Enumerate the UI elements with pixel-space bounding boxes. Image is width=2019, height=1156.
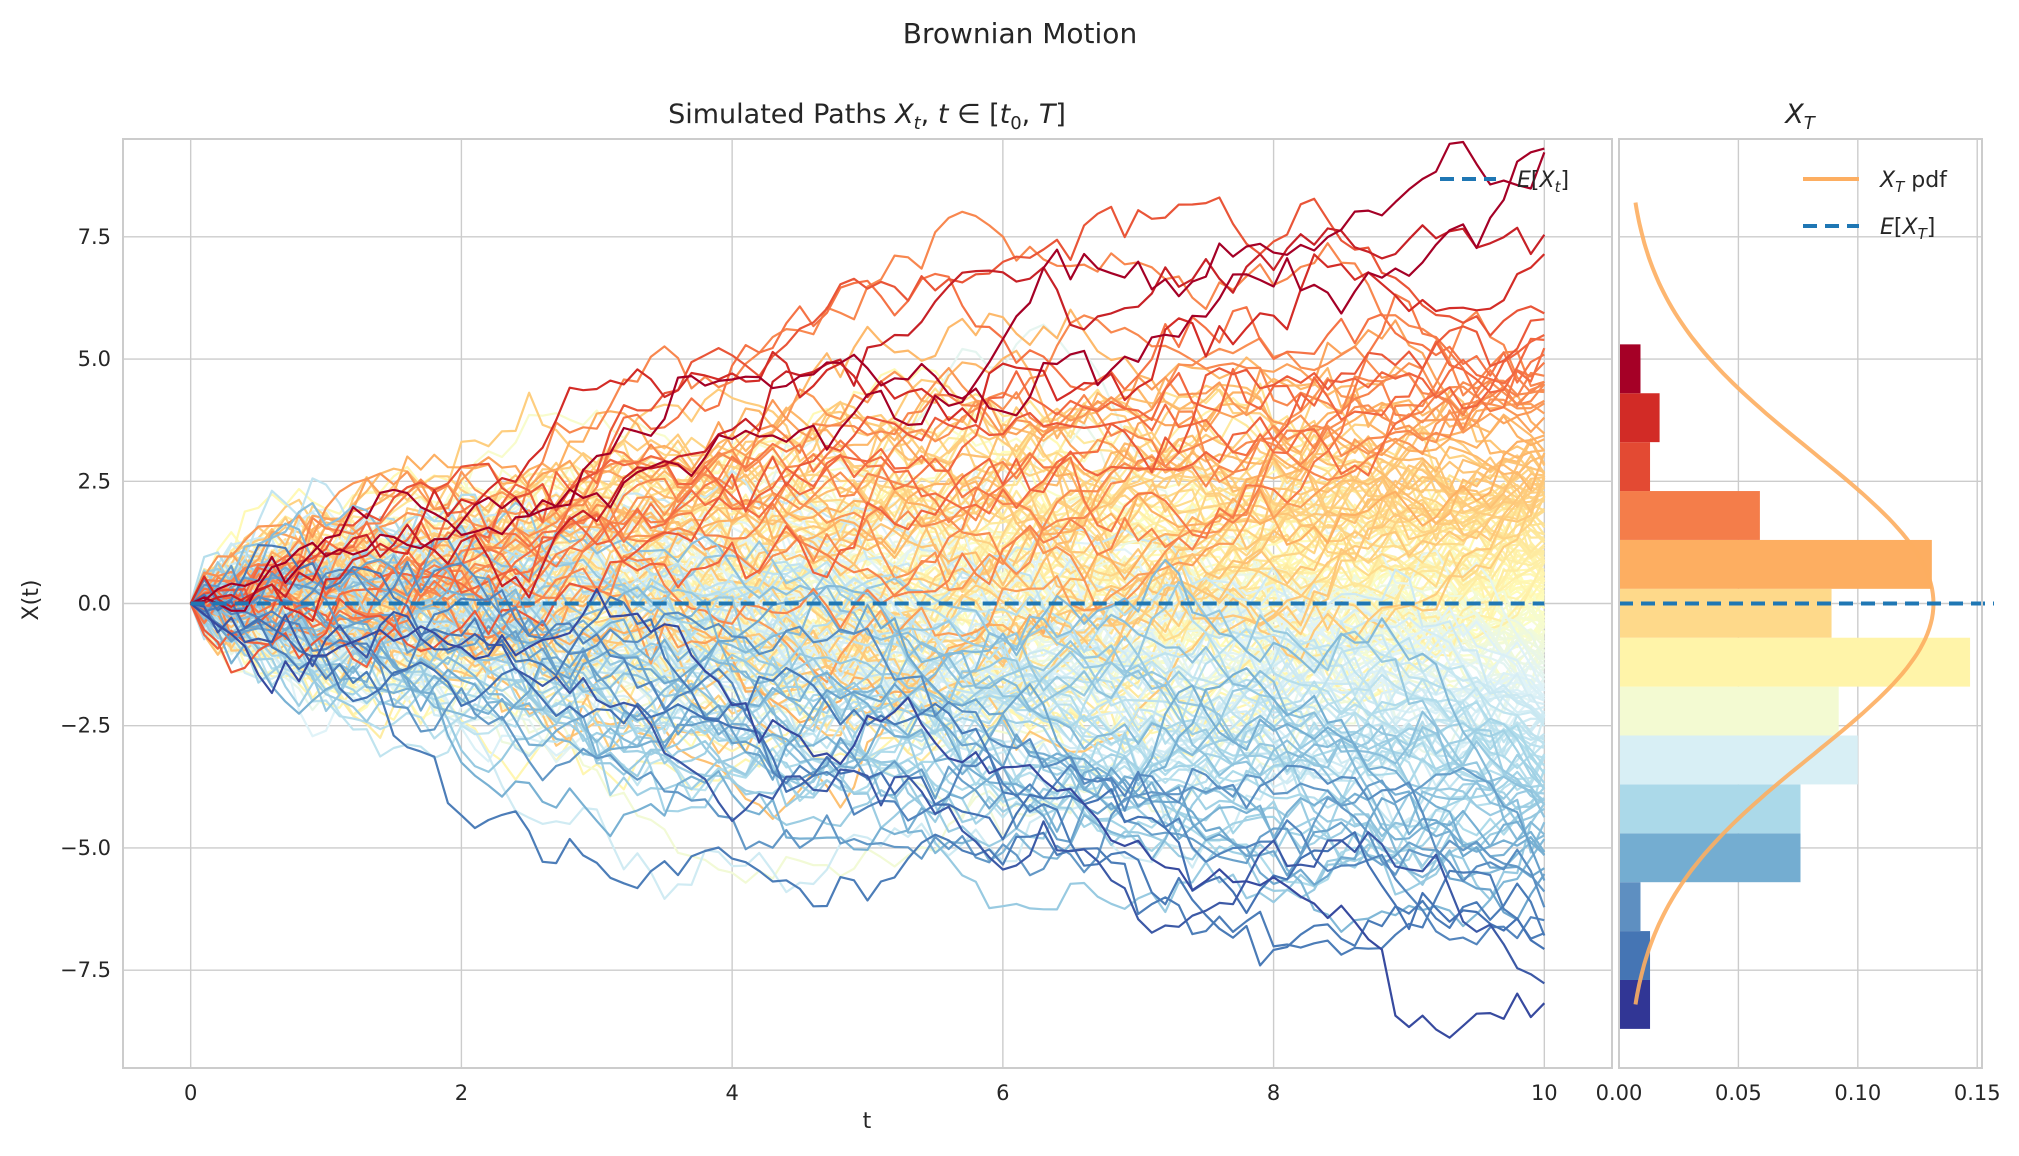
histogram-bar [1619, 833, 1801, 883]
simulated-path [190, 559, 1545, 896]
simulated-path [189, 272, 1545, 607]
simulated-path [190, 431, 1546, 620]
y-tick-label: 7.5 [78, 225, 111, 249]
paths-plot-frame [122, 138, 1613, 1069]
simulated-path [190, 476, 1545, 680]
simulated-path [190, 602, 1545, 985]
histogram-bar [1619, 979, 1651, 1029]
y-tick-label: 5.0 [78, 347, 111, 371]
histogram-bar [1619, 491, 1760, 540]
simulated-path [190, 379, 1545, 611]
x-tick-label: 8 [1267, 1081, 1280, 1105]
x-tick-label: 6 [996, 1081, 1009, 1105]
histogram-bar [1619, 539, 1932, 589]
simulated-path [190, 591, 1545, 886]
simulated-path [190, 602, 1545, 956]
paths-panel: Simulated Paths Xt, t ∈ [t0, T] 0 2 4 6 8 10 … [19, 99, 1613, 1134]
simulated-path [190, 529, 1545, 759]
y-tick-labels: −7.5 −5.0 −2.5 0.0 2.5 5.0 7.5 [60, 225, 111, 982]
histogram-panel-title: XT [1783, 99, 1817, 134]
y-tick-label: −2.5 [60, 714, 111, 738]
y-tick-label: 2.5 [78, 469, 111, 493]
x-tick-labels: 0 2 4 6 8 10 [184, 1081, 1558, 1105]
legend-terminal-mean-label: E[XT] [1880, 215, 1935, 243]
simulated-path [189, 253, 1546, 623]
simulated-paths [189, 140, 1546, 1039]
paths-legend: E[Xt] [1440, 168, 1569, 196]
histogram-bar [1619, 686, 1839, 736]
simulated-path [189, 577, 1545, 946]
histogram-bar [1619, 393, 1660, 443]
simulated-path [190, 196, 1545, 625]
simulated-path [190, 596, 1546, 854]
paths-panel-title: Simulated Paths Xt, t ∈ [t0, T] [668, 99, 1066, 134]
hist-x-tick-label: 0.00 [1596, 1081, 1643, 1105]
simulated-path [189, 560, 1546, 908]
x-axis-label: t [863, 1109, 872, 1134]
x-tick-label: 2 [455, 1081, 468, 1105]
simulated-path [189, 377, 1545, 625]
y-tick-label: −5.0 [60, 836, 111, 860]
y-tick-label: −7.5 [60, 958, 111, 982]
histogram-bar [1619, 637, 1971, 687]
histogram-bar [1619, 442, 1651, 492]
legend-pdf-label: XT pdf [1879, 168, 1948, 196]
simulated-path [190, 392, 1545, 684]
histogram-bars [1619, 344, 1971, 1029]
simulated-path [189, 558, 1546, 841]
hist-x-tick-label: 0.10 [1834, 1081, 1881, 1105]
histogram-plot-frame [1618, 138, 1983, 1069]
histogram-bar [1619, 784, 1801, 834]
simulated-path [189, 564, 1546, 893]
simulated-path [189, 293, 1546, 629]
histogram-x-tick-labels: 0.00 0.05 0.10 0.15 [1596, 1081, 2001, 1105]
simulated-path [190, 310, 1545, 639]
simulated-path [189, 602, 1546, 858]
simulated-path [190, 140, 1546, 612]
simulated-path [190, 566, 1546, 856]
x-tick-label: 10 [1531, 1081, 1558, 1105]
simulated-path [190, 224, 1546, 605]
simulated-path [190, 147, 1545, 605]
simulated-path [189, 334, 1545, 668]
simulated-path [190, 544, 1546, 967]
y-axis-label: X(t) [19, 580, 44, 621]
figure-suptitle: Brownian Motion [903, 17, 1137, 50]
histogram-bar [1619, 735, 1858, 785]
simulated-path [189, 314, 1545, 649]
histogram-bar [1619, 588, 1832, 638]
simulated-path [190, 378, 1545, 605]
hist-x-tick-label: 0.05 [1715, 1081, 1762, 1105]
simulated-path [190, 588, 1546, 1039]
histogram-bar [1619, 882, 1641, 932]
hist-x-tick-label: 0.15 [1954, 1081, 2001, 1105]
y-tick-label: 0.0 [78, 592, 111, 616]
x-tick-label: 0 [184, 1081, 197, 1105]
histogram-bar [1619, 344, 1641, 394]
legend-mean-label: E[Xt] [1517, 168, 1569, 196]
simulated-path [190, 594, 1546, 857]
histogram-legend: XT pdf E[XT] [1803, 168, 1948, 243]
x-tick-label: 4 [725, 1081, 738, 1105]
histogram-panel: XT 0.00 0.05 0.10 0.15 XT pdf E[XT] [1596, 99, 2001, 1105]
